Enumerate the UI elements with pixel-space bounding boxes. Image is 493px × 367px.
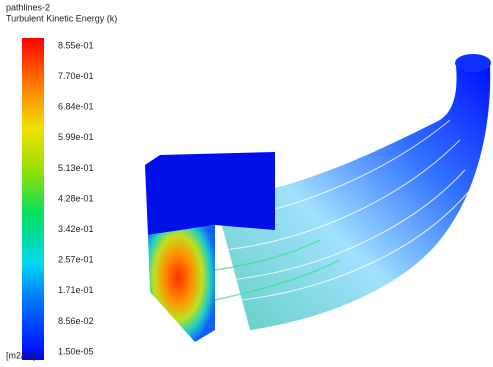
colorbar-label: 2.57e-01 <box>58 255 94 265</box>
colorbar-label: 5.13e-01 <box>58 163 94 173</box>
colorbar-labels: 8.55e-01 7.70e-01 6.84e-01 5.99e-01 5.13e-01… <box>58 40 94 356</box>
quantity-name: Turbulent Kinetic Energy (k) <box>6 13 117 23</box>
colorbar-label: 5.99e-01 <box>58 132 94 142</box>
colorbar-label: 6.84e-01 <box>58 102 94 112</box>
unit-label: [m2/s2] <box>6 350 36 360</box>
box-top <box>145 152 275 235</box>
geometry <box>145 54 491 342</box>
colorbar <box>22 38 44 360</box>
colorbar-label: 8.56e-02 <box>58 316 94 326</box>
colorbar-label: 3.42e-01 <box>58 224 94 234</box>
colorbar-label: 4.28e-01 <box>58 193 94 203</box>
colorbar-label: 1.71e-01 <box>58 285 94 295</box>
plot-name: pathlines-2 <box>6 2 50 12</box>
pipe-outlet <box>455 54 491 72</box>
screenshot: pathlines-2 Turbulent Kinetic Energy (k)… <box>0 0 493 367</box>
colorbar-label: 7.70e-01 <box>58 71 94 81</box>
box-front <box>148 225 215 342</box>
colorbar-label: 8.55e-01 <box>58 40 94 50</box>
colorbar-label: 1.50e-05 <box>58 346 94 356</box>
